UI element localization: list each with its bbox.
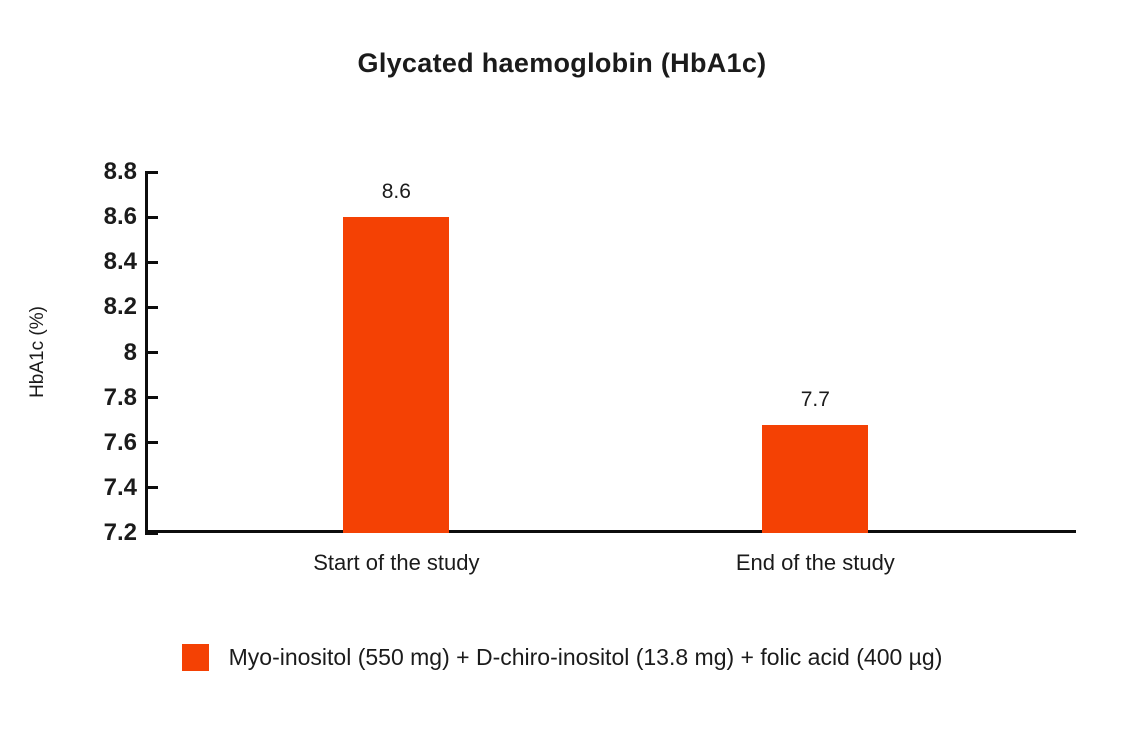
y-tick [145, 396, 158, 400]
y-tick [145, 305, 158, 309]
x-category-label: End of the study [735, 550, 895, 575]
y-tick-label: 8.2 [103, 293, 137, 321]
y-tick [145, 260, 158, 264]
x-category-label: Start of the study [313, 550, 480, 575]
y-tick-label: 8 [123, 338, 137, 366]
y-tick [145, 170, 158, 174]
legend-label: Myo-inositol (550 mg) + D-chiro-inositol… [228, 644, 943, 670]
y-tick [145, 441, 158, 445]
bar [343, 217, 450, 533]
bar [762, 424, 869, 533]
y-tick [145, 215, 158, 219]
y-tick [145, 486, 158, 490]
bar-value-label: 7.7 [800, 387, 830, 411]
y-tick-label: 8.8 [103, 158, 137, 185]
x-axis-line [145, 530, 1076, 533]
legend-swatch [181, 644, 209, 671]
chart-title: Glycated haemoglobin (HbA1c) [357, 48, 767, 78]
y-tick-label: 7.6 [103, 428, 137, 456]
y-tick-label: 7.8 [103, 383, 137, 411]
legend: Myo-inositol (550 mg) + D-chiro-inositol… [0, 644, 1124, 671]
y-tick [145, 531, 158, 535]
plot-area: 8.8 8.6 8.4 8.2 8 7.8 7.6 7.4 7.2 8.6 7.7 Start o… [104, 158, 1076, 575]
y-tick-label: 7.4 [103, 473, 137, 501]
bar-value-label: 8.6 [381, 180, 411, 204]
y-tick [145, 351, 158, 354]
y-tick-label: 8.4 [103, 248, 137, 276]
y-tick-label: 7.2 [103, 519, 137, 546]
y-axis-title: HbA1c (%) [27, 306, 48, 398]
y-tick-label: 8.6 [103, 203, 137, 231]
